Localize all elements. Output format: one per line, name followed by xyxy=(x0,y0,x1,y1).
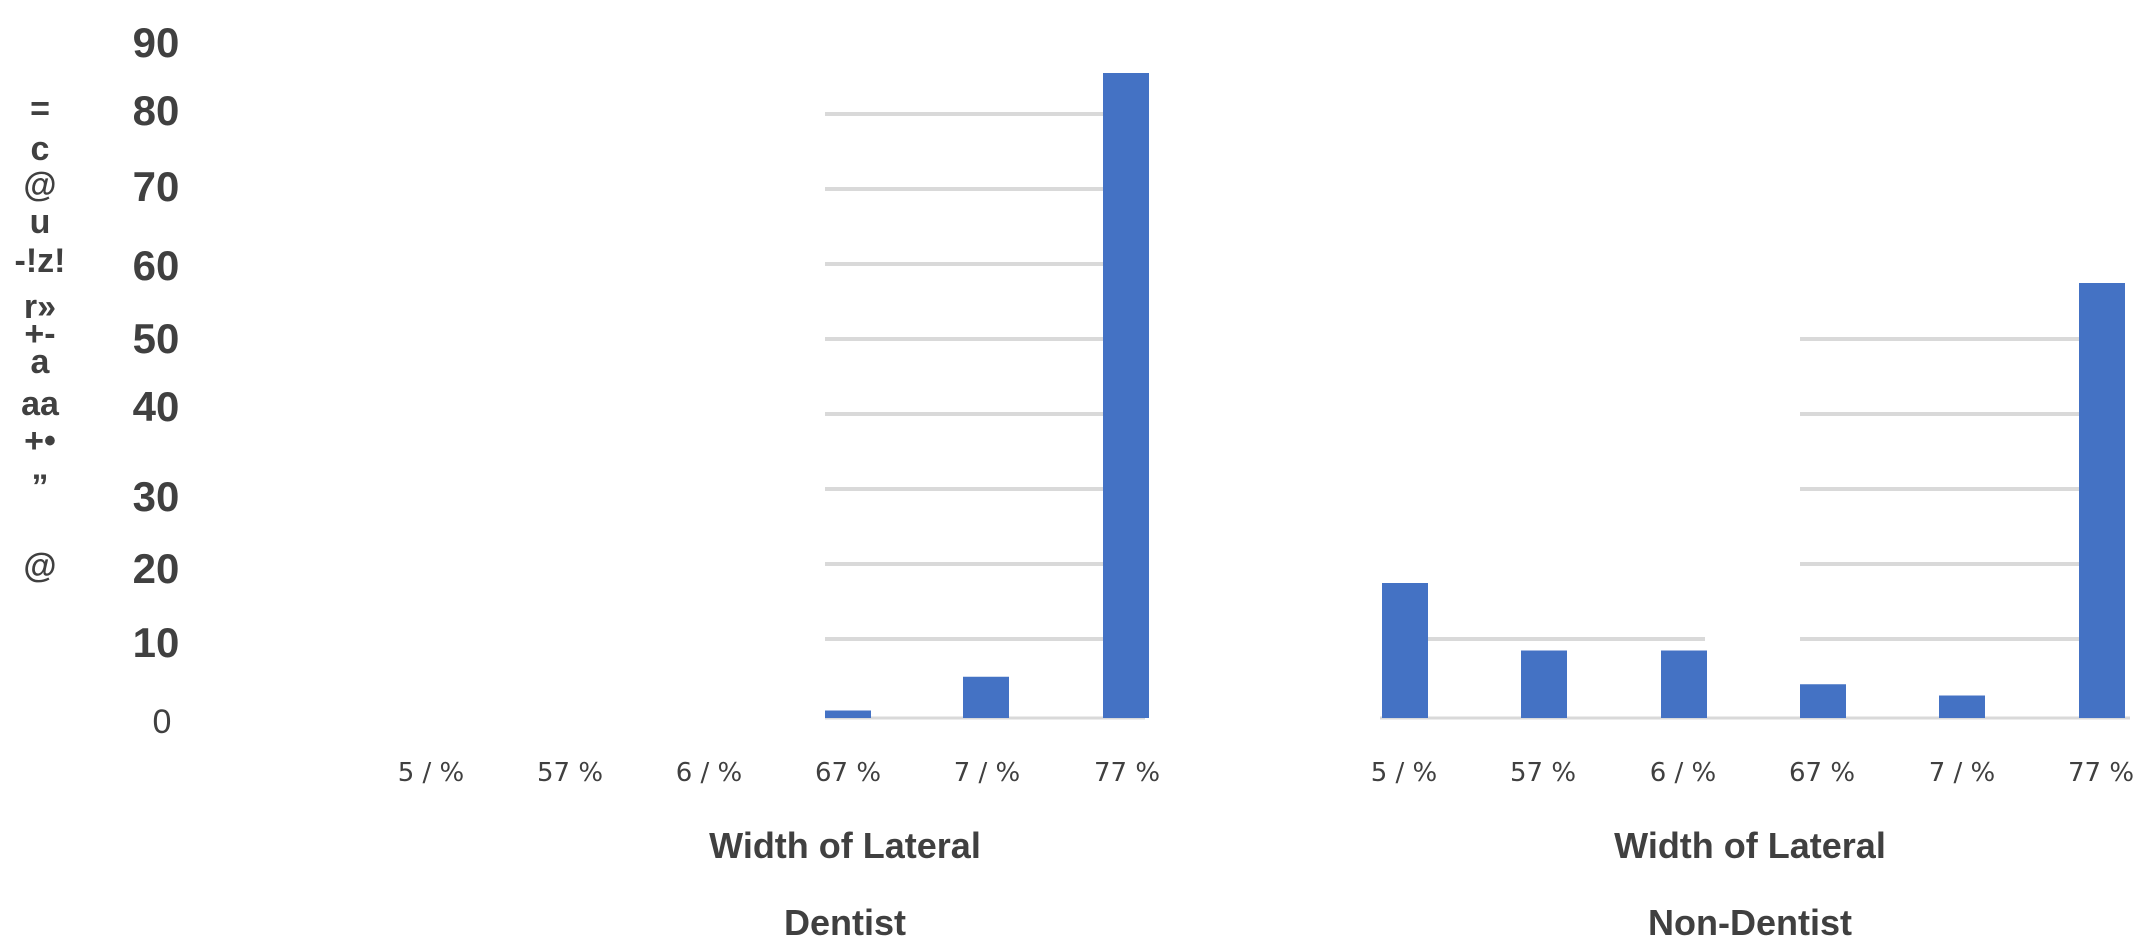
x-tick-label: 77 % xyxy=(2068,758,2134,788)
y-axis-label-glyph: u xyxy=(30,203,51,241)
bar xyxy=(1103,73,1149,718)
y-axis-label-glyph: a xyxy=(31,343,51,381)
bar xyxy=(1382,583,1428,718)
y-tick-label: 60 xyxy=(133,242,180,289)
x-tick-label: 5 / % xyxy=(398,758,465,788)
y-axis-label-glyph: +• xyxy=(24,422,56,460)
x-tick-label: 7 / % xyxy=(1929,758,1996,788)
x-tick-label: 57 % xyxy=(1510,758,1576,788)
bar xyxy=(825,710,871,718)
panel-non-dentist: 5 / % 57 % 6 / % 67 % 7 / % 77 % Width of Late… xyxy=(1371,283,2134,943)
bar xyxy=(1661,650,1707,718)
panel-title: Non-Dentist xyxy=(1648,902,1852,943)
y-axis-label-glyph: ” xyxy=(32,468,49,506)
bar xyxy=(2079,283,2125,718)
x-axis-label: Width of Lateral xyxy=(1614,825,1886,866)
y-axis-label-glyph: @ xyxy=(23,166,56,204)
y-axis-label: =c@u-!z!r»+-aaa+•”@ xyxy=(15,90,66,585)
x-tick-label: 7 / % xyxy=(954,758,1021,788)
y-tick-label: 10 xyxy=(133,619,180,666)
y-tick-label: 0 xyxy=(153,703,172,741)
y-axis-label-glyph: -!z! xyxy=(15,242,66,280)
bar xyxy=(1521,650,1567,718)
y-tick-label: 90 xyxy=(133,19,180,66)
x-tick-label: 57 % xyxy=(537,758,603,788)
x-tick-label: 5 / % xyxy=(1371,758,1438,788)
y-axis-label-glyph: = xyxy=(30,90,50,128)
panel-title: Dentist xyxy=(784,902,906,943)
y-tick-label: 70 xyxy=(133,163,180,210)
y-tick-label: 80 xyxy=(133,87,180,134)
y-tick-label: 40 xyxy=(133,383,180,430)
y-axis-label-glyph: +- xyxy=(24,315,55,353)
x-tick-label: 67 % xyxy=(815,758,881,788)
x-tick-label: 6 / % xyxy=(1650,758,1717,788)
y-tick-label: 30 xyxy=(133,473,180,520)
bar xyxy=(1800,684,1846,718)
panel-dentist: 5 / % 57 % 6 / % 67 % 7 / % 77 % Width of Late… xyxy=(398,73,1160,943)
x-axis-label: Width of Lateral xyxy=(709,825,981,866)
y-tick-label: 20 xyxy=(133,545,180,592)
y-tick-label: 50 xyxy=(133,315,180,362)
y-axis-label-glyph: c xyxy=(31,130,50,168)
x-tick-label: 67 % xyxy=(1789,758,1855,788)
y-axis-ticks: 0 10 20 30 40 50 60 70 80 90 xyxy=(133,19,180,741)
bar xyxy=(963,676,1009,718)
y-axis-label-glyph: @ xyxy=(23,547,56,585)
bar xyxy=(1939,695,1985,718)
y-axis-label-glyph: r» xyxy=(24,288,56,326)
x-tick-label: 6 / % xyxy=(676,758,743,788)
x-tick-label: 77 % xyxy=(1094,758,1160,788)
y-axis-label-glyph: aa xyxy=(21,385,60,423)
